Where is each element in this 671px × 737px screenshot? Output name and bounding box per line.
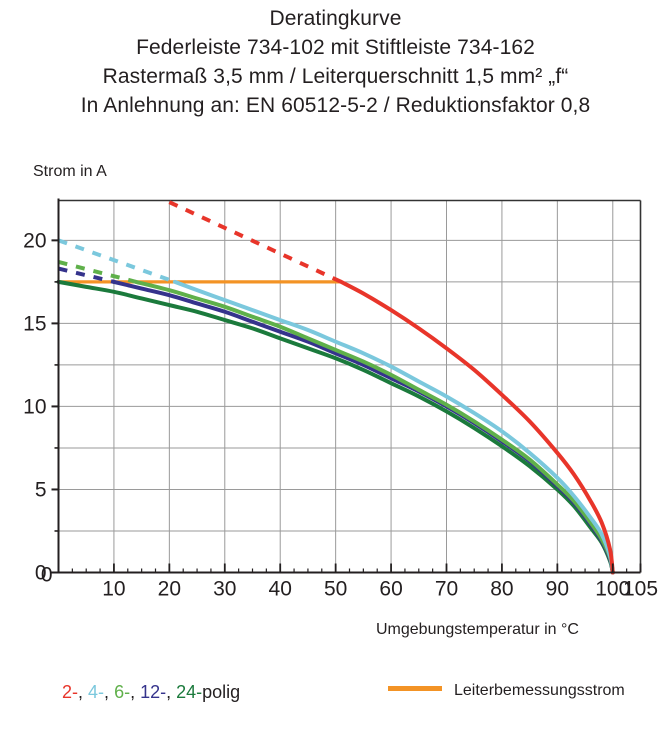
- line-swatch-icon: [388, 686, 442, 691]
- legend-separator: ,: [78, 682, 89, 702]
- axis-lines: [56, 198, 641, 574]
- grid-lines: [58, 200, 641, 573]
- y-tick-label: 15: [23, 312, 46, 335]
- legend-pole-24: 24-: [176, 682, 203, 702]
- x-tick-label: 105: [623, 578, 658, 601]
- series-6-polig-dashed: [58, 260, 137, 284]
- x-axis-title: Umgebungstemperatur in °C: [376, 621, 579, 638]
- plot-frame: [58, 199, 642, 573]
- legend-pole-12: 12-: [140, 682, 167, 702]
- x-tick-label: 80: [490, 578, 513, 601]
- chart-legend: 2-, 4-, 6-, 12-, 24-polig Leiterbemessun…: [0, 682, 671, 716]
- x-tick-label: 70: [435, 578, 458, 601]
- legend-poles-suffix: polig: [202, 682, 241, 702]
- series-2-polig-dashed: [168, 200, 343, 284]
- x-tick-label: 100: [595, 578, 630, 601]
- series-12-polig-line: [111, 279, 615, 575]
- x-tick-label: 20: [158, 578, 181, 601]
- series-12-polig-dashed: [58, 266, 115, 284]
- series-4-polig-dashed: [57, 238, 176, 284]
- title-line-2: Federleiste 734-102 mit Stiftleiste 734-…: [136, 36, 535, 59]
- legend-pole-4: 4-: [88, 682, 105, 702]
- x-tick-label: 10: [102, 578, 125, 601]
- series-24-polig-line: [56, 279, 615, 575]
- legend-pole-2: 2-: [62, 682, 79, 702]
- series-group: [56, 200, 615, 575]
- legend-rated-current: Leiterbemessungsstrom: [388, 682, 625, 700]
- legend-rated-current-label: Leiterbemessungsstrom: [454, 682, 625, 699]
- x-tick-label: 0: [41, 564, 53, 587]
- x-tick-label: 30: [213, 578, 236, 601]
- series-4-polig-line: [172, 279, 615, 575]
- x-tick-label: 60: [379, 578, 402, 601]
- legend-separator: ,: [130, 682, 141, 702]
- y-tick-label: 5: [35, 478, 47, 501]
- legend-pole-6: 6-: [114, 682, 131, 702]
- chart-title-block: Deratingkurve Federleiste 734-102 mit St…: [0, 4, 671, 120]
- series-2-polig-line: [339, 279, 615, 575]
- legend-separator: ,: [166, 682, 177, 702]
- y-axis-title: Strom in A: [33, 163, 107, 180]
- y-tick-label: 10: [23, 395, 46, 418]
- legend-poles: 2-, 4-, 6-, 12-, 24-polig: [62, 682, 240, 703]
- title-line-1: Deratingkurve: [269, 7, 402, 30]
- x-tick-label: 90: [546, 578, 569, 601]
- title-line-4: In Anlehnung an: EN 60512-5-2 / Reduktio…: [80, 94, 591, 117]
- title-line-3: Rastermaß 3,5 mm / Leiterquerschnitt 1,5…: [102, 65, 569, 88]
- legend-separator: ,: [104, 682, 115, 702]
- x-tick-label: 50: [324, 578, 347, 601]
- series-6-polig-line: [134, 279, 615, 575]
- y-tick-label: 20: [23, 229, 46, 252]
- x-tick-label: 40: [269, 578, 292, 601]
- y-tick-label: 0: [35, 562, 47, 585]
